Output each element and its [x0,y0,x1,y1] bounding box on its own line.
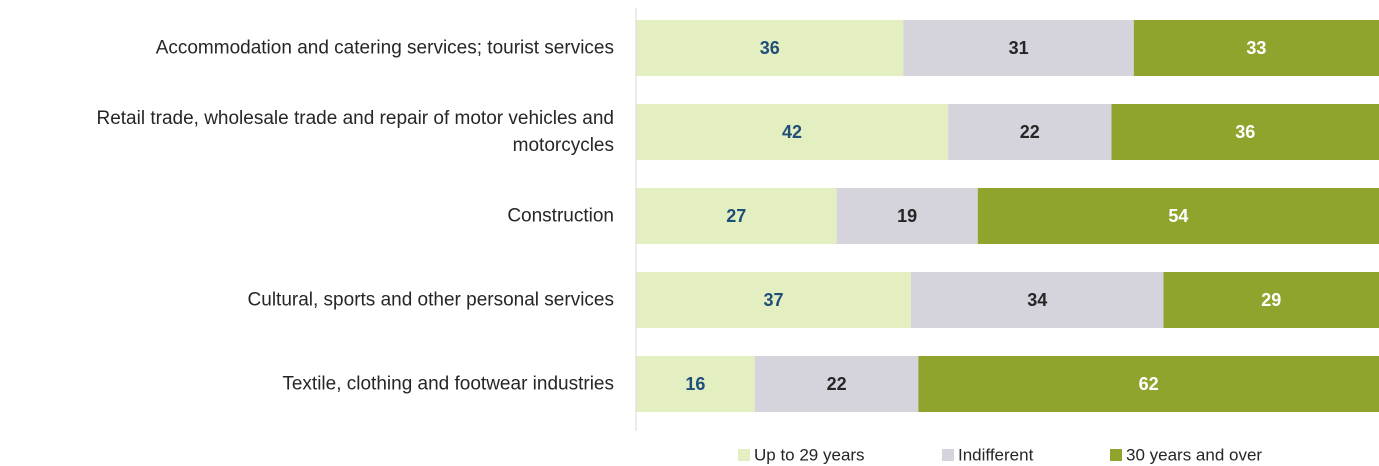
category-label: Retail trade, wholesale trade and repair… [96,108,614,156]
value-label: 27 [726,206,746,226]
value-label: 62 [1139,374,1159,394]
value-label: 16 [685,374,705,394]
bar-segment [918,356,1379,412]
bar-segment [1111,104,1379,160]
category-label: Accommodation and catering services; tou… [155,37,614,59]
bar-segment [903,20,1134,76]
value-label: 36 [760,38,780,58]
bar-segment [636,272,911,328]
value-label: 22 [827,374,847,394]
bar-segment [636,188,837,244]
bar-segment [977,188,1379,244]
value-label: 37 [763,290,783,310]
value-label: 34 [1027,290,1047,310]
category-label: Cultural, sports and other personal serv… [247,289,614,311]
legend-label: Indifferent [958,445,1034,464]
legend-swatch [1110,449,1122,461]
bar-segment [836,188,978,244]
bar-segment [910,272,1164,328]
value-label: 29 [1261,290,1281,310]
bar-segment [754,356,919,412]
value-label: 19 [897,206,917,226]
value-label: 33 [1246,38,1266,58]
value-label: 22 [1020,122,1040,142]
value-label: 42 [782,122,802,142]
bar-segment [1163,272,1379,328]
bar-segment [636,20,904,76]
category-label: Construction [507,205,614,227]
legend-swatch [942,449,954,461]
bar-segment [636,356,755,412]
legend-swatch [738,449,750,461]
value-label: 36 [1235,122,1255,142]
legend-label: 30 years and over [1126,445,1262,464]
bar-segment [948,104,1112,160]
value-label: 31 [1009,38,1029,58]
value-label: 54 [1168,206,1188,226]
category-label: Textile, clothing and footwear industrie… [282,373,614,395]
legend-label: Up to 29 years [754,445,865,464]
bar-segment [1133,20,1379,76]
bar-segment [636,104,949,160]
